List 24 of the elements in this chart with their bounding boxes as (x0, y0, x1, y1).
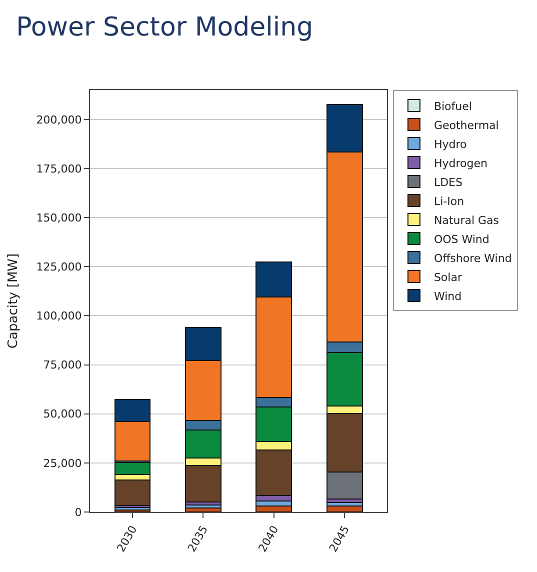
legend-label: LDES (434, 176, 462, 189)
bar (256, 506, 292, 512)
bar (326, 506, 363, 512)
legend-label: Li-Ion (434, 194, 464, 208)
legend-label: Natural Gas (434, 214, 500, 227)
legend-label: Hydro (434, 138, 467, 151)
y-tick-label: 0 (74, 506, 82, 519)
y-tick-label: 50,000 (43, 408, 82, 421)
legend-label: Offshore Wind (434, 252, 512, 265)
y-tick-label: 175,000 (36, 162, 82, 176)
y-tick-label: 150,000 (36, 211, 82, 224)
legend-label: OOS Wind (434, 232, 490, 246)
y-tick-label: 200,000 (36, 113, 82, 126)
legend-label: Geothermal (434, 118, 499, 132)
chart-title: Power Sector Modeling (16, 12, 314, 42)
y-axis-title: Capacity [MW] (6, 253, 22, 349)
y-tick-label: 100,000 (36, 310, 82, 323)
y-tick-label: 75,000 (43, 358, 82, 372)
legend-label: Wind (434, 290, 462, 303)
legend-label: Solar (434, 270, 462, 284)
y-tick-label: 25,000 (43, 456, 82, 470)
legend-label: Hydrogen (434, 156, 488, 170)
legend-label: Biofuel (434, 100, 472, 113)
y-tick-label: 125,000 (36, 260, 82, 274)
